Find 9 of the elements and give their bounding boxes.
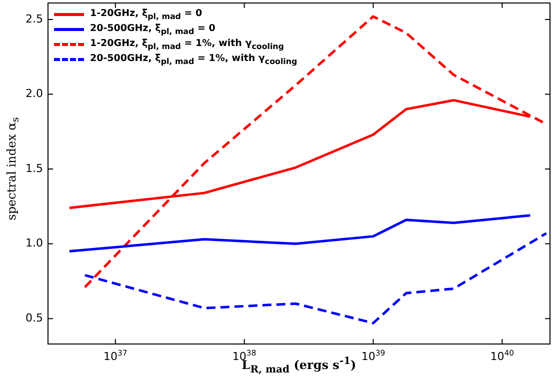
legend-label: 1-20GHz, ξ$_{pl, mad}$ = 0 bbox=[90, 8, 202, 21]
y-tick-label: 2.5 bbox=[26, 12, 43, 26]
y-tick-label: 1.5 bbox=[26, 162, 43, 175]
legend-label: 20-500GHz, ξ$_{pl, mad}$ = 0 bbox=[90, 23, 216, 36]
legend-label: 1-20GHz, ξ$_{pl, mad}$ = 1%, with γ$_{cooling}$ bbox=[90, 38, 284, 51]
y-tick-label: 0.5 bbox=[26, 311, 43, 324]
y-tick-label: 2.0 bbox=[26, 87, 43, 100]
y-tick-label: 1.0 bbox=[26, 236, 43, 250]
legend-label: 20-500GHz, ξ$_{pl, mad}$ = 1%, with γ$_{cooling}$ bbox=[90, 53, 298, 66]
